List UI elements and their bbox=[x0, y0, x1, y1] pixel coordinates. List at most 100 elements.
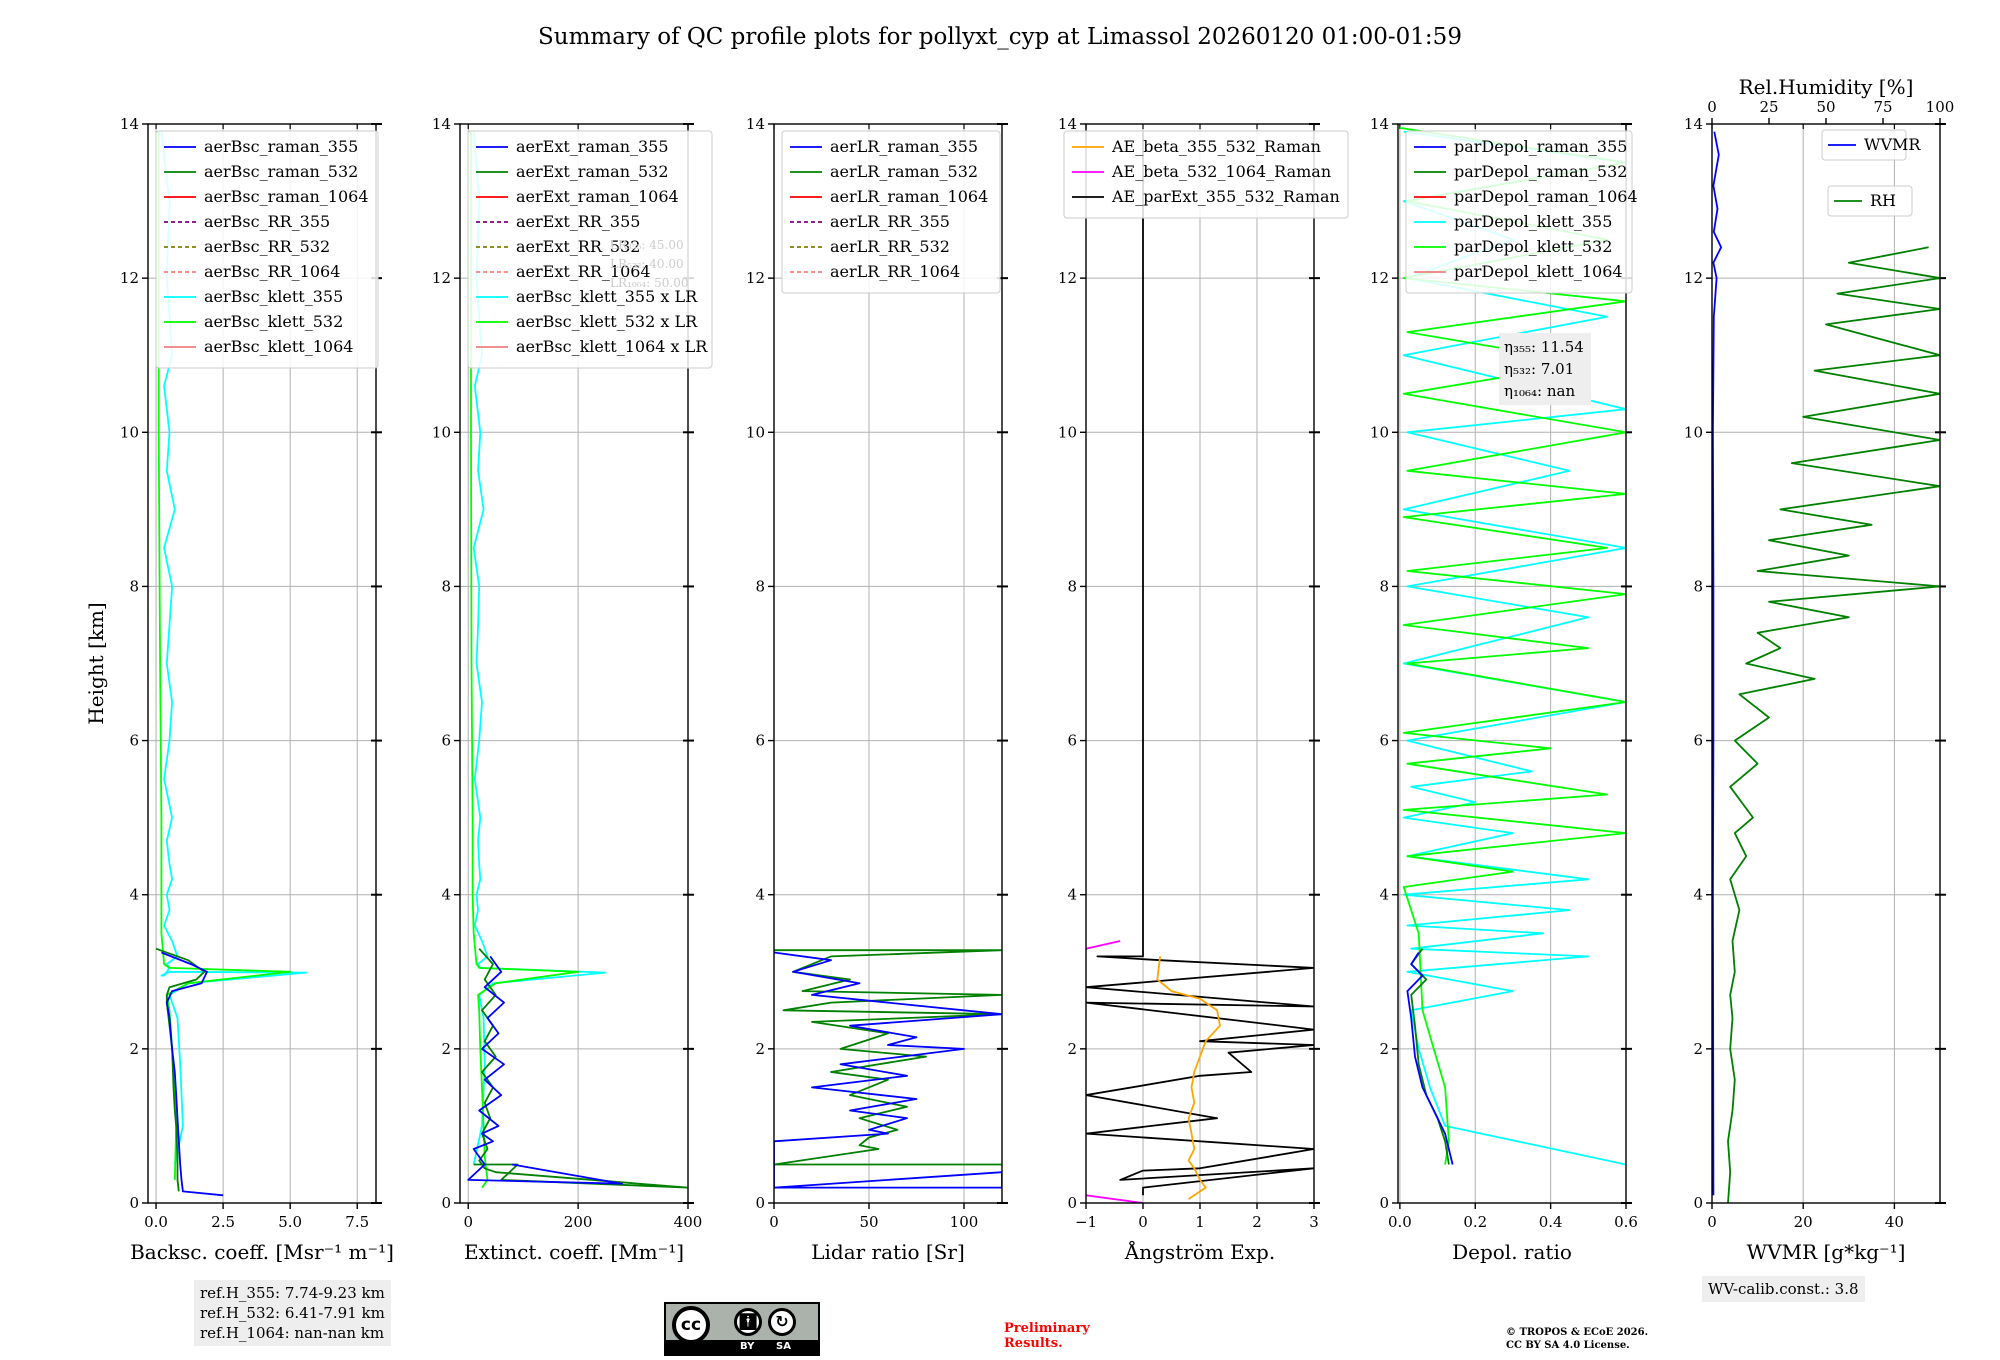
legend-label: aerExt_raman_355 bbox=[516, 137, 669, 156]
y-tick-label: 2 bbox=[1067, 1040, 1077, 1058]
x-tick-label: 50 bbox=[859, 1213, 878, 1231]
legend-box bbox=[781, 130, 1001, 294]
by-person-icon: 🚹︎ bbox=[734, 1308, 762, 1336]
x-axis-label: Lidar ratio [Sr] bbox=[811, 1240, 965, 1264]
y-tick-label: 8 bbox=[1693, 577, 1703, 595]
legend-label: parDepol_klett_355 bbox=[1454, 212, 1612, 231]
legend-label: aerExt_RR_1064 bbox=[516, 262, 651, 281]
eta-annotation: η₃₅₅: 11.54 bbox=[1504, 338, 1584, 356]
x-axis-label: WVMR [g*kg⁻¹] bbox=[1747, 1240, 1906, 1264]
y-tick-label: 8 bbox=[129, 577, 139, 595]
legend-label: AE_beta_355_532_Raman bbox=[1111, 137, 1321, 156]
x-tick-label: 200 bbox=[564, 1213, 593, 1231]
top-tick-label: 25 bbox=[1759, 98, 1778, 116]
x-tick-label: 0.4 bbox=[1539, 1213, 1563, 1231]
lr-annotation: LR₅₃₂: 40.00 bbox=[610, 257, 684, 271]
legend-box bbox=[155, 130, 379, 369]
y-tick-label: 14 bbox=[432, 115, 451, 133]
y-tick-label: 8 bbox=[1379, 577, 1389, 595]
series-line-aerBsc_klett_355 bbox=[160, 131, 308, 1165]
legend-label: parDepol_raman_532 bbox=[1454, 162, 1627, 181]
ref-height-1064: ref.H_1064: nan-nan km bbox=[200, 1324, 385, 1342]
y-tick-label: 2 bbox=[441, 1040, 451, 1058]
axes-frame bbox=[1085, 123, 1315, 1204]
x-tick-label: 0.0 bbox=[144, 1213, 168, 1231]
x-tick-label: 400 bbox=[674, 1213, 703, 1231]
legend-label: parDepol_klett_1064 bbox=[1454, 262, 1623, 281]
series-group bbox=[155, 131, 308, 1197]
series-group bbox=[1086, 131, 1314, 1203]
top-tick-label: 100 bbox=[1926, 98, 1955, 116]
legend-box bbox=[1821, 129, 1907, 161]
axes-frame bbox=[147, 123, 377, 1204]
x-tick-label: 3 bbox=[1309, 1213, 1319, 1231]
y-tick-label: 14 bbox=[746, 115, 765, 133]
series-line-aerExt_raman_355 bbox=[467, 955, 623, 1185]
eta-annotation: η₅₃₂: 7.01 bbox=[1504, 360, 1574, 378]
legend-label: AE_beta_532_1064_Raman bbox=[1111, 162, 1331, 181]
series-line-aerExt_raman_532 bbox=[473, 948, 688, 1189]
series-line-WVMR bbox=[1712, 131, 1722, 1196]
series-line-AE_beta_532_1064_Raman bbox=[1086, 1194, 1144, 1203]
series-line-aerBsc_raman_355 bbox=[161, 951, 224, 1197]
y-tick-label: 2 bbox=[1379, 1040, 1389, 1058]
series-line-AE_beta_532_1064_Raman bbox=[1086, 940, 1121, 950]
legend-label: AE_parExt_355_532_Raman bbox=[1111, 187, 1340, 206]
x-tick-label: 7.5 bbox=[345, 1213, 369, 1231]
legend-label: aerBsc_RR_532 bbox=[204, 237, 330, 256]
y-tick-label: 6 bbox=[1067, 732, 1077, 750]
x-tick-label: 1 bbox=[1195, 1213, 1205, 1231]
x-tick-label: 0.2 bbox=[1463, 1213, 1487, 1231]
y-tick-label: 2 bbox=[755, 1040, 765, 1058]
panel-lr: 0 50 100 0 2 4 6 8 10 12 14 Lidar ratio [Sr] aerLR_r… bbox=[746, 115, 1008, 1264]
y-tick-label: 4 bbox=[1379, 886, 1389, 904]
cc-logo-icon: cc bbox=[672, 1306, 710, 1344]
y-tick-label: 4 bbox=[129, 886, 139, 904]
x-tick-label: −1 bbox=[1075, 1213, 1097, 1231]
y-tick-label: 6 bbox=[755, 732, 765, 750]
y-tick-label: 0 bbox=[755, 1194, 765, 1212]
series-line-aerLR_raman_355 bbox=[774, 951, 1002, 1189]
top-tick-label: 0 bbox=[1707, 98, 1717, 116]
x-tick-label: 40 bbox=[1885, 1213, 1904, 1231]
legend-label: aerLR_RR_1064 bbox=[830, 262, 960, 281]
y-tick-label: 10 bbox=[1684, 423, 1703, 441]
series-line-parDepol_klett_532 bbox=[1399, 127, 1626, 1165]
legend-label: aerLR_RR_532 bbox=[830, 237, 950, 256]
legend-label: aerExt_RR_532 bbox=[516, 237, 640, 256]
x-tick-label: 0.6 bbox=[1614, 1213, 1638, 1231]
panel-wv: 0 20 40 0 2 4 6 8 10 12 14 WVMR [g*kg⁻¹] 0 25 50 75 100 R… bbox=[1684, 75, 1954, 1264]
legend-label: aerBsc_klett_355 x LR bbox=[516, 287, 698, 306]
y-tick-label: 0 bbox=[441, 1194, 451, 1212]
legend-label: RH bbox=[1870, 191, 1896, 210]
lr-annotation: LR₃₅₅: 45.00 bbox=[610, 238, 684, 252]
legend-box bbox=[1405, 130, 1633, 294]
legend-label: aerBsc_klett_532 x LR bbox=[516, 312, 698, 331]
legend-box bbox=[467, 130, 713, 369]
y-tick-label: 2 bbox=[129, 1040, 139, 1058]
eta-annotation: η₁₀₆₄: nan bbox=[1504, 382, 1575, 400]
legend-label: aerLR_raman_355 bbox=[830, 137, 978, 156]
y-tick-label: 10 bbox=[432, 423, 451, 441]
wv-calibration-box: WV-calib.const.: 3.8 bbox=[1702, 1276, 1865, 1302]
y-tick-label: 4 bbox=[1067, 886, 1077, 904]
legend-label: aerLR_raman_1064 bbox=[830, 187, 988, 206]
x-axis-label: Backsc. coeff. [Msr⁻¹ m⁻¹] bbox=[130, 1240, 394, 1264]
preliminary-line1: Preliminary bbox=[1004, 1321, 1090, 1336]
top-tick-label: 75 bbox=[1873, 98, 1892, 116]
y-tick-label: 2 bbox=[1693, 1040, 1703, 1058]
x-tick-label: 0.0 bbox=[1388, 1213, 1412, 1231]
legend-label: aerBsc_RR_1064 bbox=[204, 262, 340, 281]
y-tick-label: 6 bbox=[441, 732, 451, 750]
lr-annotation: LR₁₀₆₄: 50.00 bbox=[610, 276, 688, 290]
series-line-parDepol_klett_355 bbox=[1402, 130, 1626, 1166]
panel-bsc: 0.0 2.5 5.0 7.5 0 2 4 6 8 10 12 14 Backsc. coeff. [M… bbox=[84, 115, 394, 1264]
legend-label: aerLR_raman_532 bbox=[830, 162, 978, 181]
panel-depol: 0.0 0.2 0.4 0.6 0 2 4 6 8 10 12 14 Depol. ratio parDe… bbox=[1370, 115, 1638, 1264]
y-tick-label: 14 bbox=[120, 115, 139, 133]
y-tick-label: 10 bbox=[1370, 423, 1389, 441]
ref-height-532: ref.H_532: 6.41-7.91 km bbox=[200, 1304, 385, 1322]
x-tick-label: 5.0 bbox=[278, 1213, 302, 1231]
y-tick-label: 12 bbox=[1058, 269, 1077, 287]
